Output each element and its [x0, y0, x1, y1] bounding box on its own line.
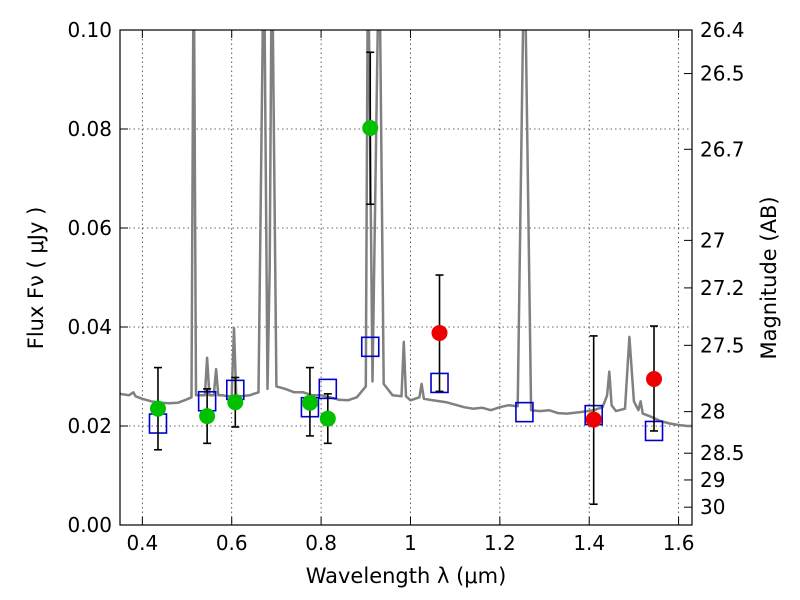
- spectrum-line: [120, 30, 692, 428]
- y-tick-label: 0.10: [67, 18, 112, 42]
- x-tick-label: 1: [404, 531, 417, 555]
- y2-tick-label: 26.7: [700, 137, 745, 161]
- y2-tick-label: 29: [700, 468, 725, 492]
- x-axis-label: Wavelength λ (μm): [306, 564, 507, 588]
- y2-tick-label: 26.5: [700, 62, 745, 86]
- x-tick-label: 1.2: [484, 531, 516, 555]
- y2-tick-label: 28.5: [700, 441, 745, 465]
- y2-tick-label: 27.2: [700, 276, 745, 300]
- y2-tick-label: 27.5: [700, 333, 745, 357]
- upper-limit-point: [646, 370, 663, 387]
- y-axis-label: Flux Fν ( μJy ): [24, 207, 48, 350]
- y2-tick-label: 27: [700, 228, 725, 252]
- plot-frame: [119, 29, 693, 526]
- model-photometry-square: [515, 401, 534, 423]
- x-tick-label: 1.6: [663, 531, 695, 555]
- x-tick-label: 0.4: [126, 531, 158, 555]
- upper-limit-point: [585, 411, 602, 428]
- detection-point: [362, 120, 379, 137]
- axes: 0.4 0.6 0.8 1 1.2 1.4 1.6 0.00 0.02 0.04 0.06 0.08 0…: [67, 18, 744, 555]
- model-photometry-square: [360, 336, 380, 358]
- y2-tick-label: 26.4: [700, 18, 745, 42]
- y-tick-label: 0.02: [67, 414, 112, 438]
- y-tick-label: 0.00: [67, 513, 112, 537]
- y2-tick-label: 28: [700, 400, 725, 424]
- x-tick-label: 0.6: [216, 531, 248, 555]
- x-tick-label: 1.4: [573, 531, 605, 555]
- detection-point: [227, 394, 244, 411]
- y-tick-label: 0.04: [67, 315, 112, 339]
- plot-area: [120, 30, 692, 506]
- detection-point: [149, 400, 166, 417]
- y2-axis-label: Magnitude (AB): [757, 196, 781, 359]
- y-tick-label: 0.06: [67, 216, 112, 240]
- y2-tick-label: 30: [700, 495, 725, 519]
- grid: [120, 29, 692, 526]
- y-tick-label: 0.08: [67, 117, 112, 141]
- upper-limit-point: [431, 324, 448, 341]
- detection-point: [199, 408, 216, 425]
- detection-point: [319, 410, 336, 427]
- detection-point: [301, 394, 318, 411]
- x-tick-label: 0.8: [305, 531, 337, 555]
